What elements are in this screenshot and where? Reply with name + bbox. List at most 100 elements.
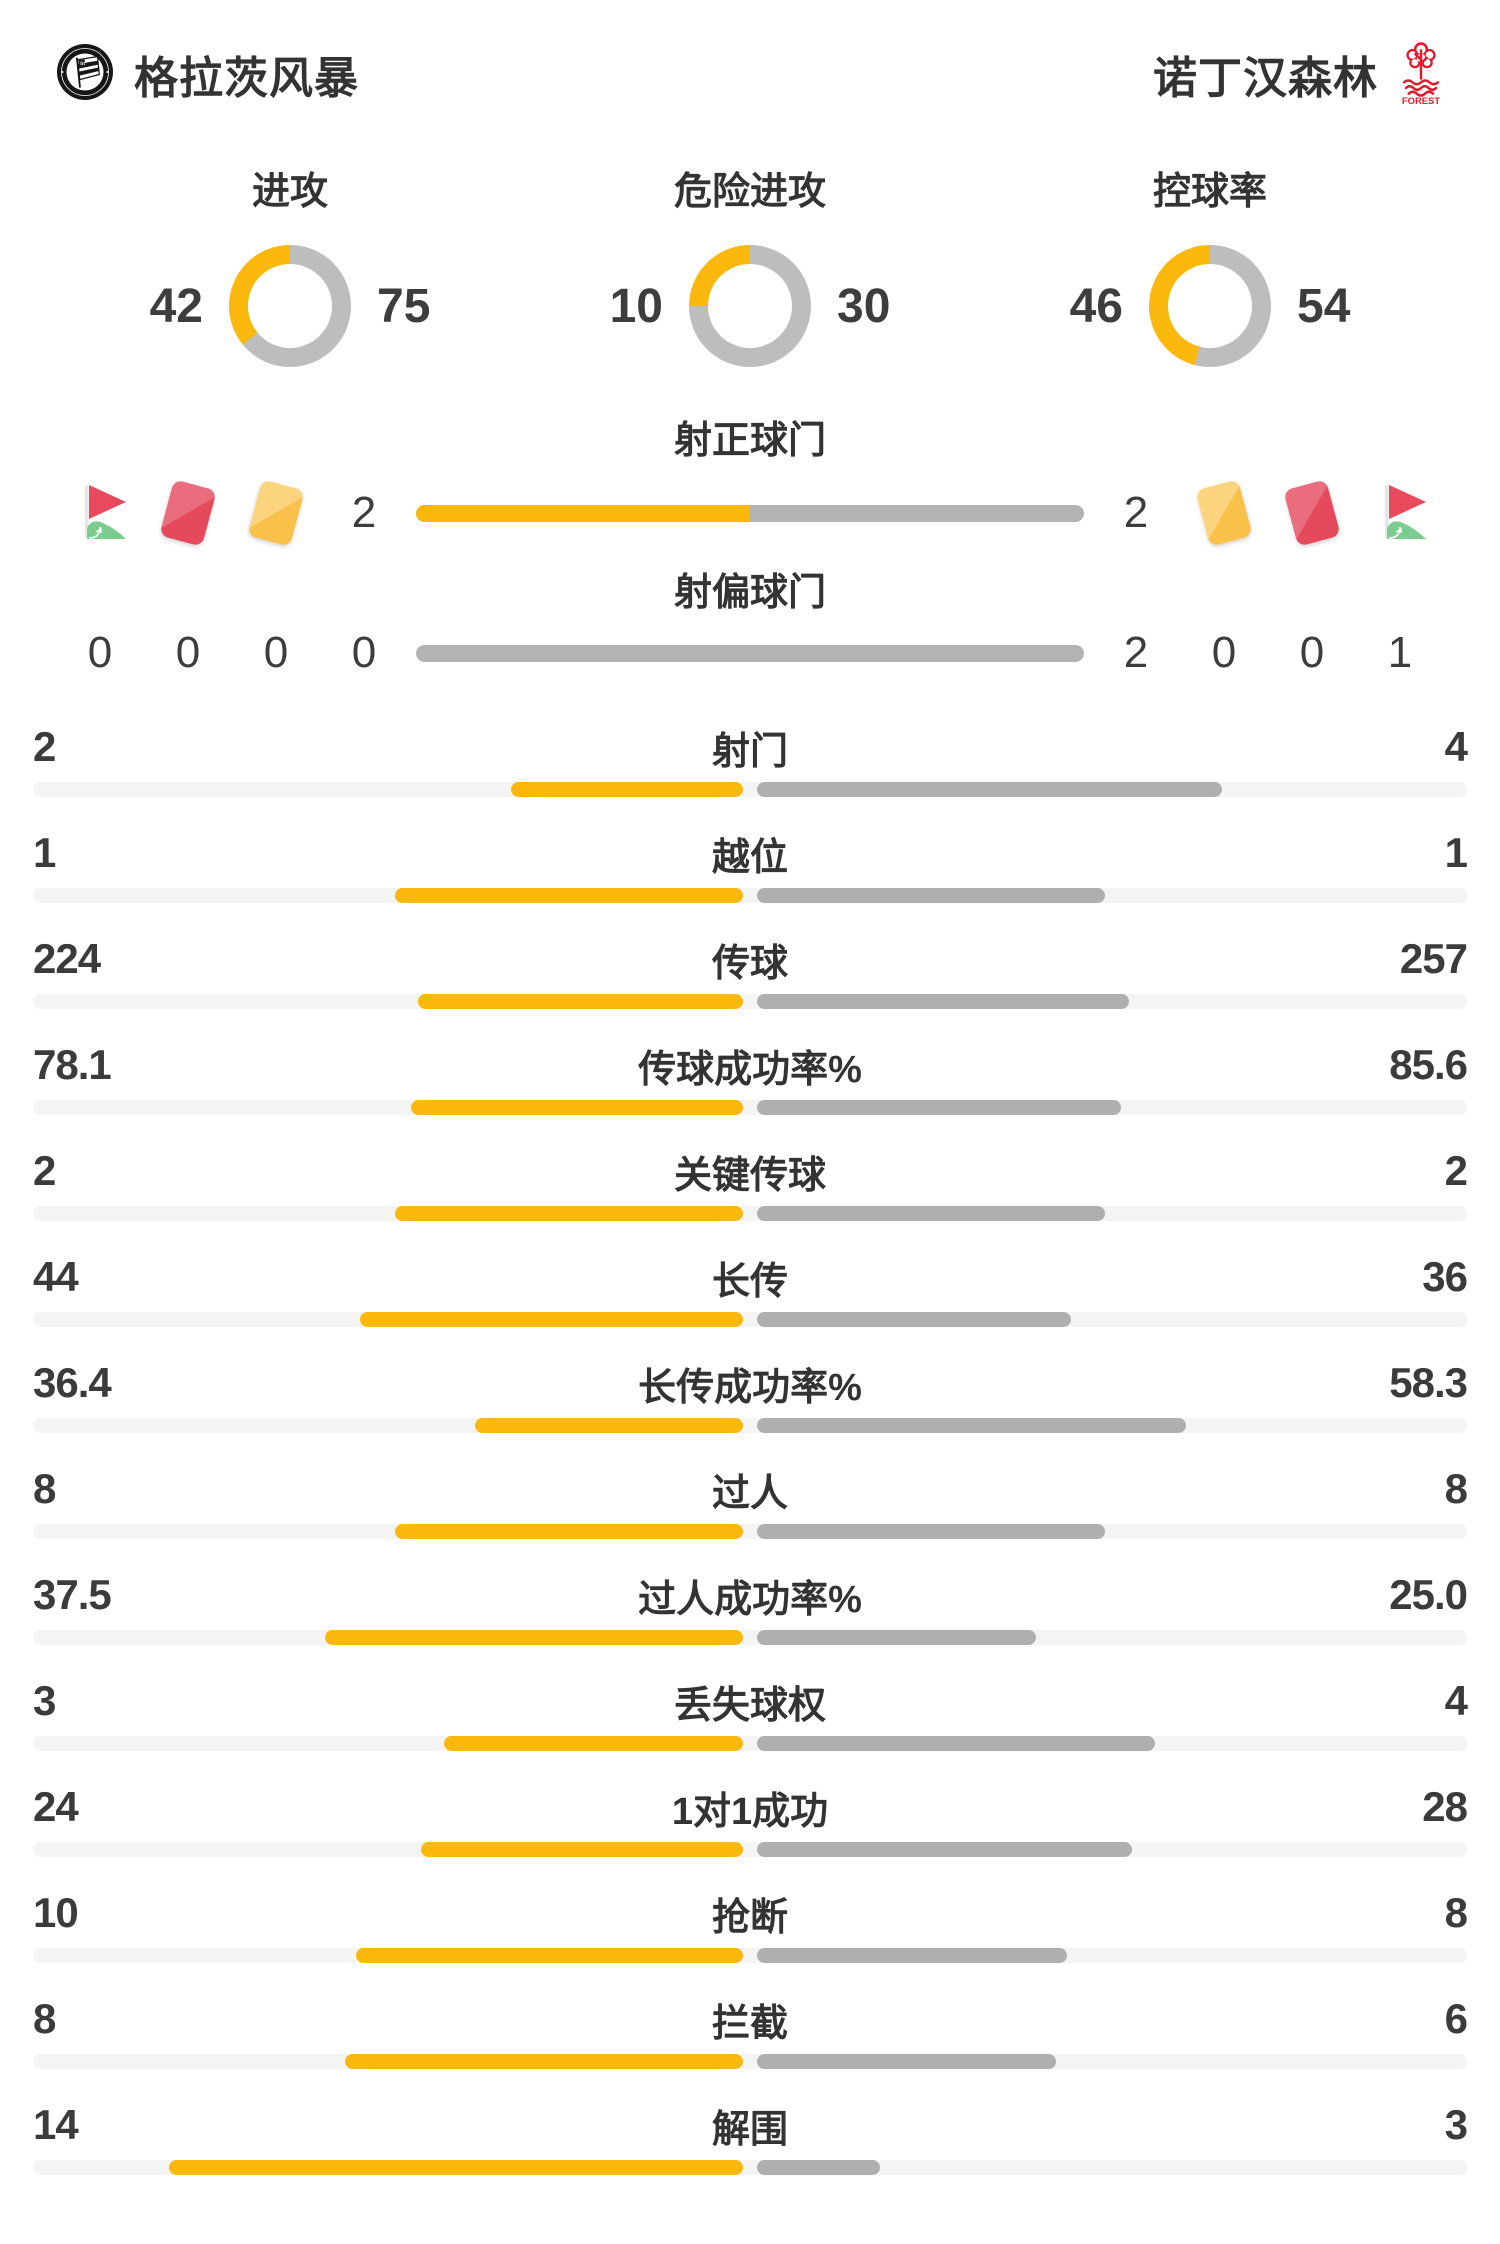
stat-label: 解围 (711, 2108, 788, 2151)
away-team-name: 诺丁汉森林 (1153, 54, 1378, 103)
shots-off-target-bar (416, 644, 1084, 662)
stat-row: 1 越位 1 (33, 821, 1468, 927)
stat-bar-home (344, 2054, 743, 2069)
stat-bar-track (33, 1736, 1467, 1751)
stat-row: 2 关键传球 2 (33, 1139, 1468, 1245)
donut-chart (689, 245, 811, 367)
stat-bar-away (757, 2054, 1056, 2069)
shots-on-target-bar (416, 504, 1084, 522)
stat-label: 越位 (711, 836, 788, 879)
donut-dangerous-attacks: 危险进攻 10 30 (540, 160, 960, 367)
stat-row: 24 1对1成功 28 (33, 1775, 1468, 1881)
stat-label: 长传成功率% (638, 1366, 862, 1409)
shots-off-target-label: 射偏球门 (673, 572, 826, 614)
stat-bar-home (444, 1736, 743, 1751)
stat-home-value: 224 (33, 935, 101, 982)
shots-on-target-row: 2 2 (56, 469, 1444, 557)
stat-away-value: 6 (1444, 1995, 1468, 2042)
stat-head: 37.5 过人成功率% 25.0 (33, 1563, 1468, 1627)
donut-label: 危险进攻 (673, 171, 826, 213)
stat-bar-away (757, 1418, 1187, 1433)
stat-bar-home (475, 1418, 743, 1433)
stat-away-value: 257 (1399, 935, 1468, 982)
stat-bar-home (355, 1948, 743, 1963)
donut-hole (248, 264, 332, 348)
stat-head: 24 1对1成功 28 (33, 1775, 1468, 1839)
stat-away-value: 8 (1444, 1889, 1468, 1936)
stat-home-value: 44 (33, 1253, 79, 1300)
stat-label: 射门 (711, 730, 788, 773)
stat-label: 过人 (711, 1472, 788, 1515)
stat-bar-away (757, 1630, 1036, 1645)
stat-bar-track (33, 1100, 1467, 1115)
stat-head: 14 解围 3 (33, 2093, 1468, 2157)
home-discipline-counts: 0 0 0 0 (56, 625, 408, 681)
stat-bar-home (394, 888, 743, 903)
shots-on-target-label: 射正球门 (673, 420, 826, 462)
stat-bar-home (359, 1312, 743, 1327)
home-team-name: 格拉茨风暴 (134, 54, 359, 103)
stat-bar-track (33, 2160, 1467, 2175)
stat-bar-away (757, 1206, 1106, 1221)
home-corners-count: 0 (87, 628, 113, 677)
stat-row: 44 长传 36 (33, 1245, 1468, 1351)
shots-on-home-fill (416, 504, 750, 522)
donut-home-value: 10 (609, 279, 663, 333)
stat-bar-track (33, 1948, 1467, 1963)
yellow-card-icon (232, 469, 320, 557)
stat-row: 10 抢断 8 (33, 1881, 1468, 1987)
stat-label: 长传 (711, 1260, 788, 1303)
home-discipline-icons: 2 (56, 469, 408, 557)
stat-bar-home (410, 1100, 743, 1115)
red-card-icon (1268, 469, 1356, 557)
stat-away-value: 8 (1444, 1465, 1468, 1512)
stat-row: 2 射门 4 (33, 715, 1468, 821)
stat-bar-away (757, 1312, 1071, 1327)
stat-head: 8 过人 8 (33, 1457, 1468, 1521)
stat-row: 224 传球 257 (33, 927, 1468, 1033)
stat-bar-away (757, 1100, 1122, 1115)
stat-label: 传球 (711, 942, 788, 985)
donut-away-value: 75 (377, 279, 431, 333)
donut-label: 进攻 (251, 171, 328, 213)
stat-row: 37.5 过人成功率% 25.0 (33, 1563, 1468, 1669)
stat-bar-track (33, 1206, 1467, 1221)
stat-home-value: 2 (33, 1147, 56, 1194)
stat-row: 14 解围 3 (33, 2093, 1468, 2199)
stat-label: 传球成功率% (638, 1048, 862, 1091)
home-team: St 格拉茨风暴 (56, 42, 359, 106)
stat-row: 78.1 传球成功率% 85.6 (33, 1033, 1468, 1139)
svg-text:St: St (80, 60, 86, 67)
stat-bar-home (394, 1524, 743, 1539)
stat-home-value: 36.4 (33, 1359, 112, 1406)
corner-flag-icon (56, 469, 144, 557)
donut-attacks: 进攻 42 75 (80, 160, 500, 367)
stat-away-value: 28 (1422, 1783, 1468, 1830)
away-discipline-icons: 2 (1092, 469, 1444, 557)
stat-head: 36.4 长传成功率% 58.3 (33, 1351, 1468, 1415)
stat-away-value: 1 (1444, 829, 1468, 876)
stat-bar-track (33, 1312, 1467, 1327)
stat-head: 3 丢失球权 4 (33, 1669, 1468, 1733)
stat-bar-track (33, 888, 1467, 903)
stat-bar-away (757, 782, 1222, 797)
stat-bar-track (33, 1842, 1467, 1857)
stat-bar-away (757, 1736, 1156, 1751)
forest-logo-text: FOREST (1402, 95, 1440, 105)
stat-home-value: 37.5 (33, 1571, 112, 1618)
stat-row: 36.4 长传成功率% 58.3 (33, 1351, 1468, 1457)
stat-bar-home (421, 1842, 743, 1857)
corner-flag-icon (1356, 469, 1444, 557)
donut-label: 控球率 (1152, 171, 1267, 213)
stat-bar-home (394, 1206, 743, 1221)
away-team: 诺丁汉森林 (1153, 39, 1444, 110)
stat-head: 1 越位 1 (33, 821, 1468, 885)
stat-bar-away (757, 1948, 1067, 1963)
away-discipline-counts: 2 0 0 1 (1092, 625, 1444, 681)
stat-bar-track (33, 782, 1467, 797)
stat-row: 8 拦截 6 (33, 1987, 1468, 2093)
donut-possession: 控球率 46 54 (1000, 160, 1420, 367)
donut-section: 进攻 42 75 危险进攻 10 30 控球率 46 54 (0, 160, 1500, 367)
stat-bar-track (33, 1630, 1467, 1645)
